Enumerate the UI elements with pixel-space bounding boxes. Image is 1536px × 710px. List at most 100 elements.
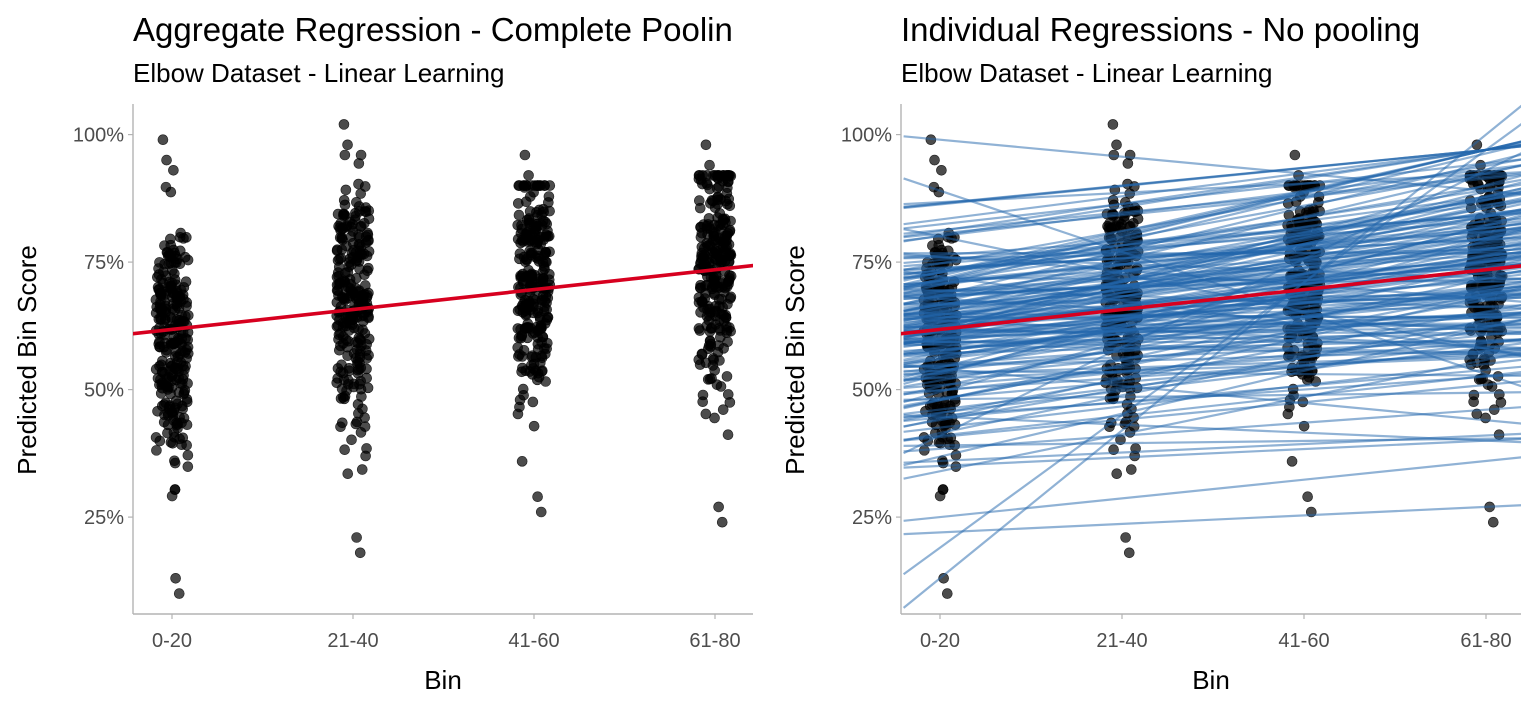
left-data-point	[722, 429, 734, 441]
right-aggregate-regression-line	[901, 264, 1521, 336]
left-data-point	[700, 408, 712, 420]
left-data-point	[161, 154, 172, 166]
left-data-point	[694, 325, 706, 336]
individual-regressions-panel: Individual Regressions - No pooling Elbo…	[780, 11, 1521, 695]
left-data-point	[156, 273, 167, 285]
left-data-point	[345, 231, 357, 242]
left-data-point	[725, 270, 737, 282]
left-data-point	[357, 324, 368, 336]
right-data-point	[1289, 149, 1301, 161]
left-plot-area: 25% 50% 75% 100% 0-20 21-40 41-60 61-80	[73, 104, 753, 652]
left-y-tick-label: 50%	[84, 380, 124, 402]
right-individual-regression-line	[903, 371, 1521, 441]
right-individual-regression-line	[903, 363, 1521, 425]
right-data-point	[1487, 516, 1499, 528]
right-individual-regression-line	[903, 340, 1521, 344]
left-data-point	[155, 374, 166, 385]
left-data-point	[515, 332, 527, 344]
right-individual-regression-line	[903, 332, 1521, 344]
left-data-point	[540, 376, 551, 387]
right-x-tick-label: 0-20	[920, 630, 960, 652]
left-data-point	[361, 353, 372, 364]
left-data-point	[512, 408, 524, 420]
left-data-point	[339, 149, 351, 161]
right-individual-regression-line	[903, 504, 1521, 536]
right-individual-regression-line	[903, 437, 1521, 447]
left-data-point	[361, 363, 372, 375]
left-data-point	[709, 412, 720, 424]
left-data-point	[163, 382, 174, 393]
right-chart-subtitle: Elbow Dataset - Linear Learning	[901, 58, 1272, 88]
left-data-point	[158, 399, 170, 410]
right-data-point	[929, 154, 940, 166]
right-individual-regression-line	[903, 380, 1521, 442]
right-y-axis-title: Predicted Bin Score	[780, 245, 810, 475]
right-data-point	[1468, 389, 1480, 401]
left-data-point	[331, 297, 343, 308]
left-data-point	[181, 232, 192, 243]
left-data-point	[536, 336, 547, 348]
left-data-point	[533, 256, 545, 267]
left-data-point	[339, 444, 350, 455]
left-data-point	[150, 363, 162, 375]
right-individual-regression-line	[903, 173, 1521, 239]
left-data-point	[360, 280, 371, 291]
left-data-point	[525, 191, 536, 202]
left-data-point	[336, 244, 348, 255]
left-data-point	[527, 396, 539, 408]
left-data-point	[179, 364, 190, 375]
right-individual-regression-line	[903, 236, 1521, 272]
left-y-axis-title: Predicted Bin Score	[12, 245, 42, 475]
left-data-point	[518, 389, 529, 401]
left-data-point	[720, 173, 732, 184]
left-data-point	[715, 223, 726, 235]
left-data-point	[337, 222, 348, 234]
left-data-point	[517, 362, 528, 374]
left-data-point	[166, 339, 177, 350]
left-data-point	[724, 397, 736, 408]
left-data-point	[528, 420, 540, 432]
right-data-point	[1282, 408, 1294, 420]
left-data-point	[697, 296, 708, 308]
left-data-point	[168, 165, 179, 176]
right-individual-regression-line	[903, 456, 1521, 522]
right-individual-regression-line	[903, 304, 1521, 323]
left-data-point	[170, 395, 182, 407]
left-data-point	[342, 350, 353, 362]
left-data-point	[351, 344, 363, 355]
left-data-point	[169, 274, 181, 286]
left-y-tick-label: 100%	[73, 125, 124, 147]
right-individual-regression-line	[903, 143, 1521, 295]
aggregate-regression-panel: Aggregate Regression - Complete Poolin E…	[12, 11, 753, 695]
left-data-point	[169, 304, 181, 316]
left-data-point	[172, 253, 183, 265]
left-data-point	[705, 198, 716, 209]
left-data-point	[695, 280, 706, 291]
left-data-point	[519, 294, 531, 306]
left-data-point	[169, 484, 181, 495]
right-individual-regression-line	[903, 158, 1521, 230]
left-data-point	[169, 457, 181, 469]
left-data-point	[347, 286, 359, 298]
left-data-point	[700, 139, 712, 151]
left-data-point	[716, 516, 728, 528]
left-data-point	[353, 408, 364, 419]
left-aggregate-regression-line	[133, 263, 753, 336]
left-data-point	[700, 357, 712, 369]
left-data-point	[337, 392, 349, 403]
right-data-point	[1111, 139, 1122, 151]
left-data-point	[151, 445, 162, 456]
left-data-point	[704, 159, 715, 171]
left-data-point	[160, 289, 171, 300]
right-data-point	[936, 165, 947, 176]
left-x-tick-label: 21-40	[327, 630, 378, 652]
left-data-point	[539, 301, 550, 313]
right-x-tick-label: 61-80	[1460, 630, 1511, 652]
left-data-point	[155, 388, 167, 399]
left-data-point	[182, 461, 194, 472]
right-individual-regression-line	[903, 217, 1521, 268]
right-individual-regression-line	[903, 232, 1521, 315]
left-data-point	[167, 369, 179, 380]
left-data-point	[351, 196, 362, 208]
right-individual-regression-line	[903, 144, 1521, 226]
